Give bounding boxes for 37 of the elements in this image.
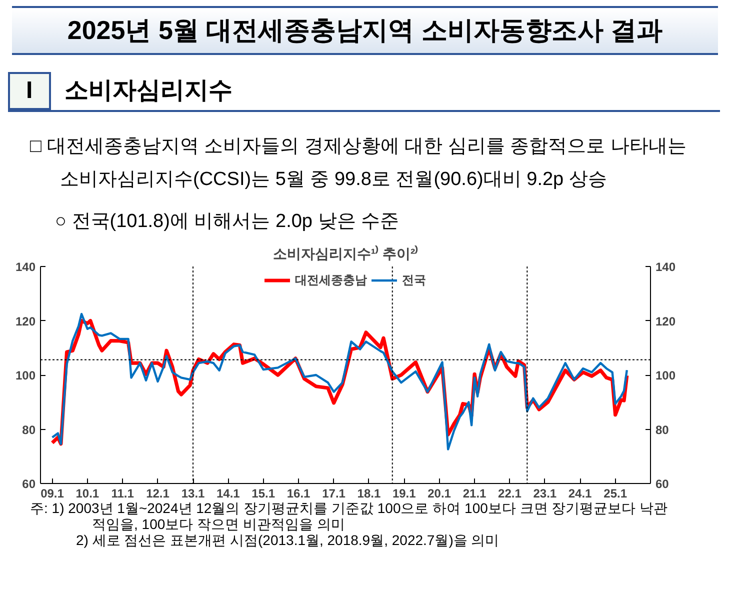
y-tick-label: 120 [15,314,36,328]
x-tick-label: 15.1 [252,486,276,500]
x-tick-label: 19.1 [392,486,416,500]
x-tick-label: 21.1 [462,486,487,500]
y2-tick-label: 80 [656,422,670,437]
x-tick-label: 14.1 [216,486,240,500]
y2-tick-label: 100 [656,368,676,382]
y-tick-label: 140 [15,260,36,274]
y2-tick-label: 140 [656,260,676,274]
y2-tick-label: 60 [656,477,670,491]
y-tick-label: 80 [22,422,36,437]
chart-subtitle: 소비자심리지수¹⁾ 추이²⁾ [272,246,418,262]
x-tick-label: 22.1 [498,486,522,500]
chart-title: 2025년 5월 대전세종충남지역 소비자동향조사 결과 [12,6,718,56]
x-tick-label: 13.1 [181,486,206,500]
x-tick-label: 20.1 [428,486,452,500]
x-tick-label: 24.1 [568,486,592,500]
x-tick-label: 12.1 [146,486,170,500]
text: □ 대전세종충남지역 소비자들의 경제상황에 대한 심리를 종합적으로 나타내는 소비자심리지수(CCSI)는 5월 중 99.8로 전월(90.6)대비 9.2p 상승 [29,135,688,192]
y-tick-label: 60 [22,477,36,491]
x-tick-label: 17.1 [322,486,346,500]
text: 소비자심리지수 [64,77,233,104]
text: 2) 세로 점선은 표본개편 시점(2013.1월, 2018.9월, 2022.7월)을 의미 [75,532,500,548]
x-tick-label: 18.1 [357,486,381,500]
x-tick-label: 09.1 [40,486,64,500]
text: I [8,72,51,110]
x-tick-label: 16.1 [286,486,311,500]
x-tick-label: 10.1 [76,486,100,500]
text: ○ 전국(101.8)에 비해서는 2.0p 낮은 수준 [55,210,400,234]
legend-label: 전국 [402,272,426,288]
text: 주: 1) 2003년 1월~2024년 12월의 장기평균치를 기준값 100으로 하여 100보다 크면 장기평균보다 낙관적임을, 100보다 작으면 비관적임을 의미 [30,500,669,532]
x-tick-label: 25.1 [604,486,628,500]
y-tick-label: 100 [15,368,36,382]
x-tick-label: 11.1 [111,486,134,500]
y2-tick-label: 120 [656,314,676,328]
legend-label: 대전세종충남 [295,272,367,288]
x-tick-label: 23.1 [533,486,557,500]
